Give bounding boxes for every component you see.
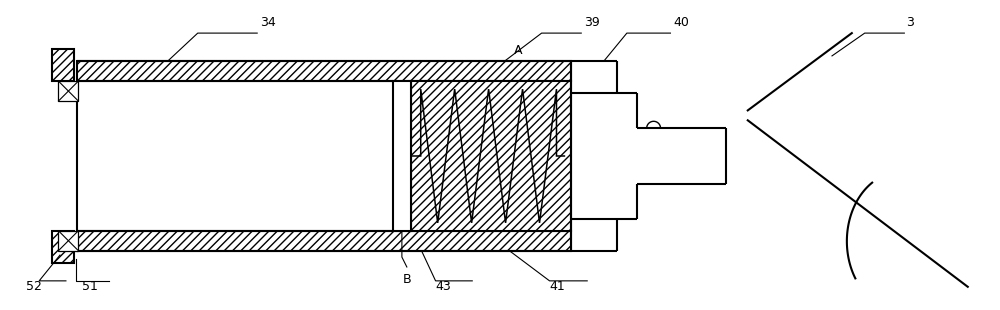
Bar [77,231,571,251]
Text: B: B [403,273,411,286]
Bar [411,81,571,231]
Text: 41: 41 [550,280,565,293]
Text: 34: 34 [260,16,276,29]
Text: 43: 43 [436,280,451,293]
Text: A: A [514,44,522,57]
Bar [52,231,74,263]
Text: 51: 51 [82,280,98,293]
Text: 3: 3 [906,16,914,29]
Bar [52,49,74,81]
Text: 40: 40 [673,16,689,29]
Bar [58,81,78,101]
Bar [77,61,571,81]
Text: 52: 52 [26,280,42,293]
Bar [393,81,411,231]
Bar [58,231,78,251]
Text: 39: 39 [584,16,600,29]
